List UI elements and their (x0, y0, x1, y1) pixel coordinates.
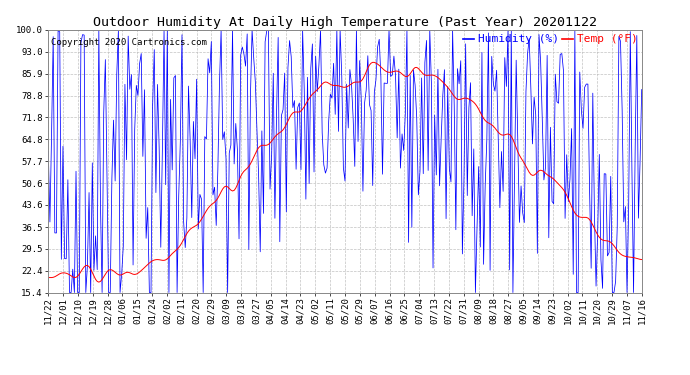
Text: Copyright 2020 Cartronics.com: Copyright 2020 Cartronics.com (51, 38, 207, 47)
Legend: Humidity (%), Temp (°F): Humidity (%), Temp (°F) (459, 30, 642, 49)
Title: Outdoor Humidity At Daily High Temperature (Past Year) 20201122: Outdoor Humidity At Daily High Temperatu… (93, 16, 597, 29)
